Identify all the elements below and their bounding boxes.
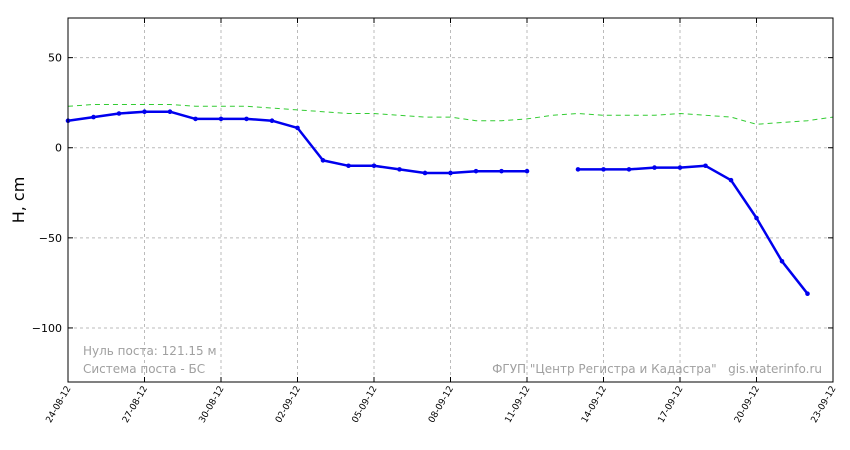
data-point [652,165,657,170]
data-point [244,116,249,122]
data-point [397,167,402,172]
data-point [218,116,224,122]
data-point [346,163,351,169]
x-tick-label: 14-09-12 [580,385,609,425]
data-point [805,291,810,297]
x-tick-label: 02-09-12 [274,385,303,425]
x-tick-label: 17-09-12 [657,385,686,425]
data-point [422,170,428,176]
source-note: ФГУП "Центр Регистра и Кадастра" gis.wat… [492,362,822,376]
x-tick-label: 11-09-12 [504,385,533,425]
data-point [193,116,198,122]
system-note: Система поста - БС [83,362,205,376]
grid [68,18,833,382]
data-point [626,167,632,172]
series [65,104,834,297]
y-tick-label: 0 [55,142,62,155]
x-tick-label: 08-09-12 [427,385,456,425]
data-point [295,125,300,131]
data-point [91,114,96,120]
data-point [524,168,530,174]
y-tick-label: −100 [32,322,62,335]
data-point [499,168,504,174]
zero-level-note: Нуль поста: 121.15 м [83,344,217,358]
y-tick-label: 50 [48,52,62,65]
data-point [754,215,759,221]
data-point [371,163,377,169]
data-point [167,109,173,115]
data-point [142,109,147,115]
data-point [269,118,275,124]
data-point [601,167,606,172]
y-tick-label: −50 [39,232,62,245]
data-point [703,163,708,169]
data-point [473,168,479,174]
x-tick-label: 05-09-12 [351,385,380,425]
x-tick-label: 30-08-12 [198,385,227,425]
data-point [116,111,122,116]
data-point [320,158,326,163]
data-point [677,165,683,170]
data-point [448,170,453,176]
x-tick-label: 24-08-12 [45,385,74,425]
data-point [779,258,785,264]
x-tick-label: 23-09-12 [810,385,839,425]
x-tick-label: 27-08-12 [121,385,150,425]
dashed-series-line [67,104,834,125]
data-point [575,167,581,172]
data-point [728,177,734,183]
x-tick-label: 20-09-12 [733,385,762,425]
y-axis-label: H, cm [9,177,28,224]
level-series-line [578,164,809,295]
